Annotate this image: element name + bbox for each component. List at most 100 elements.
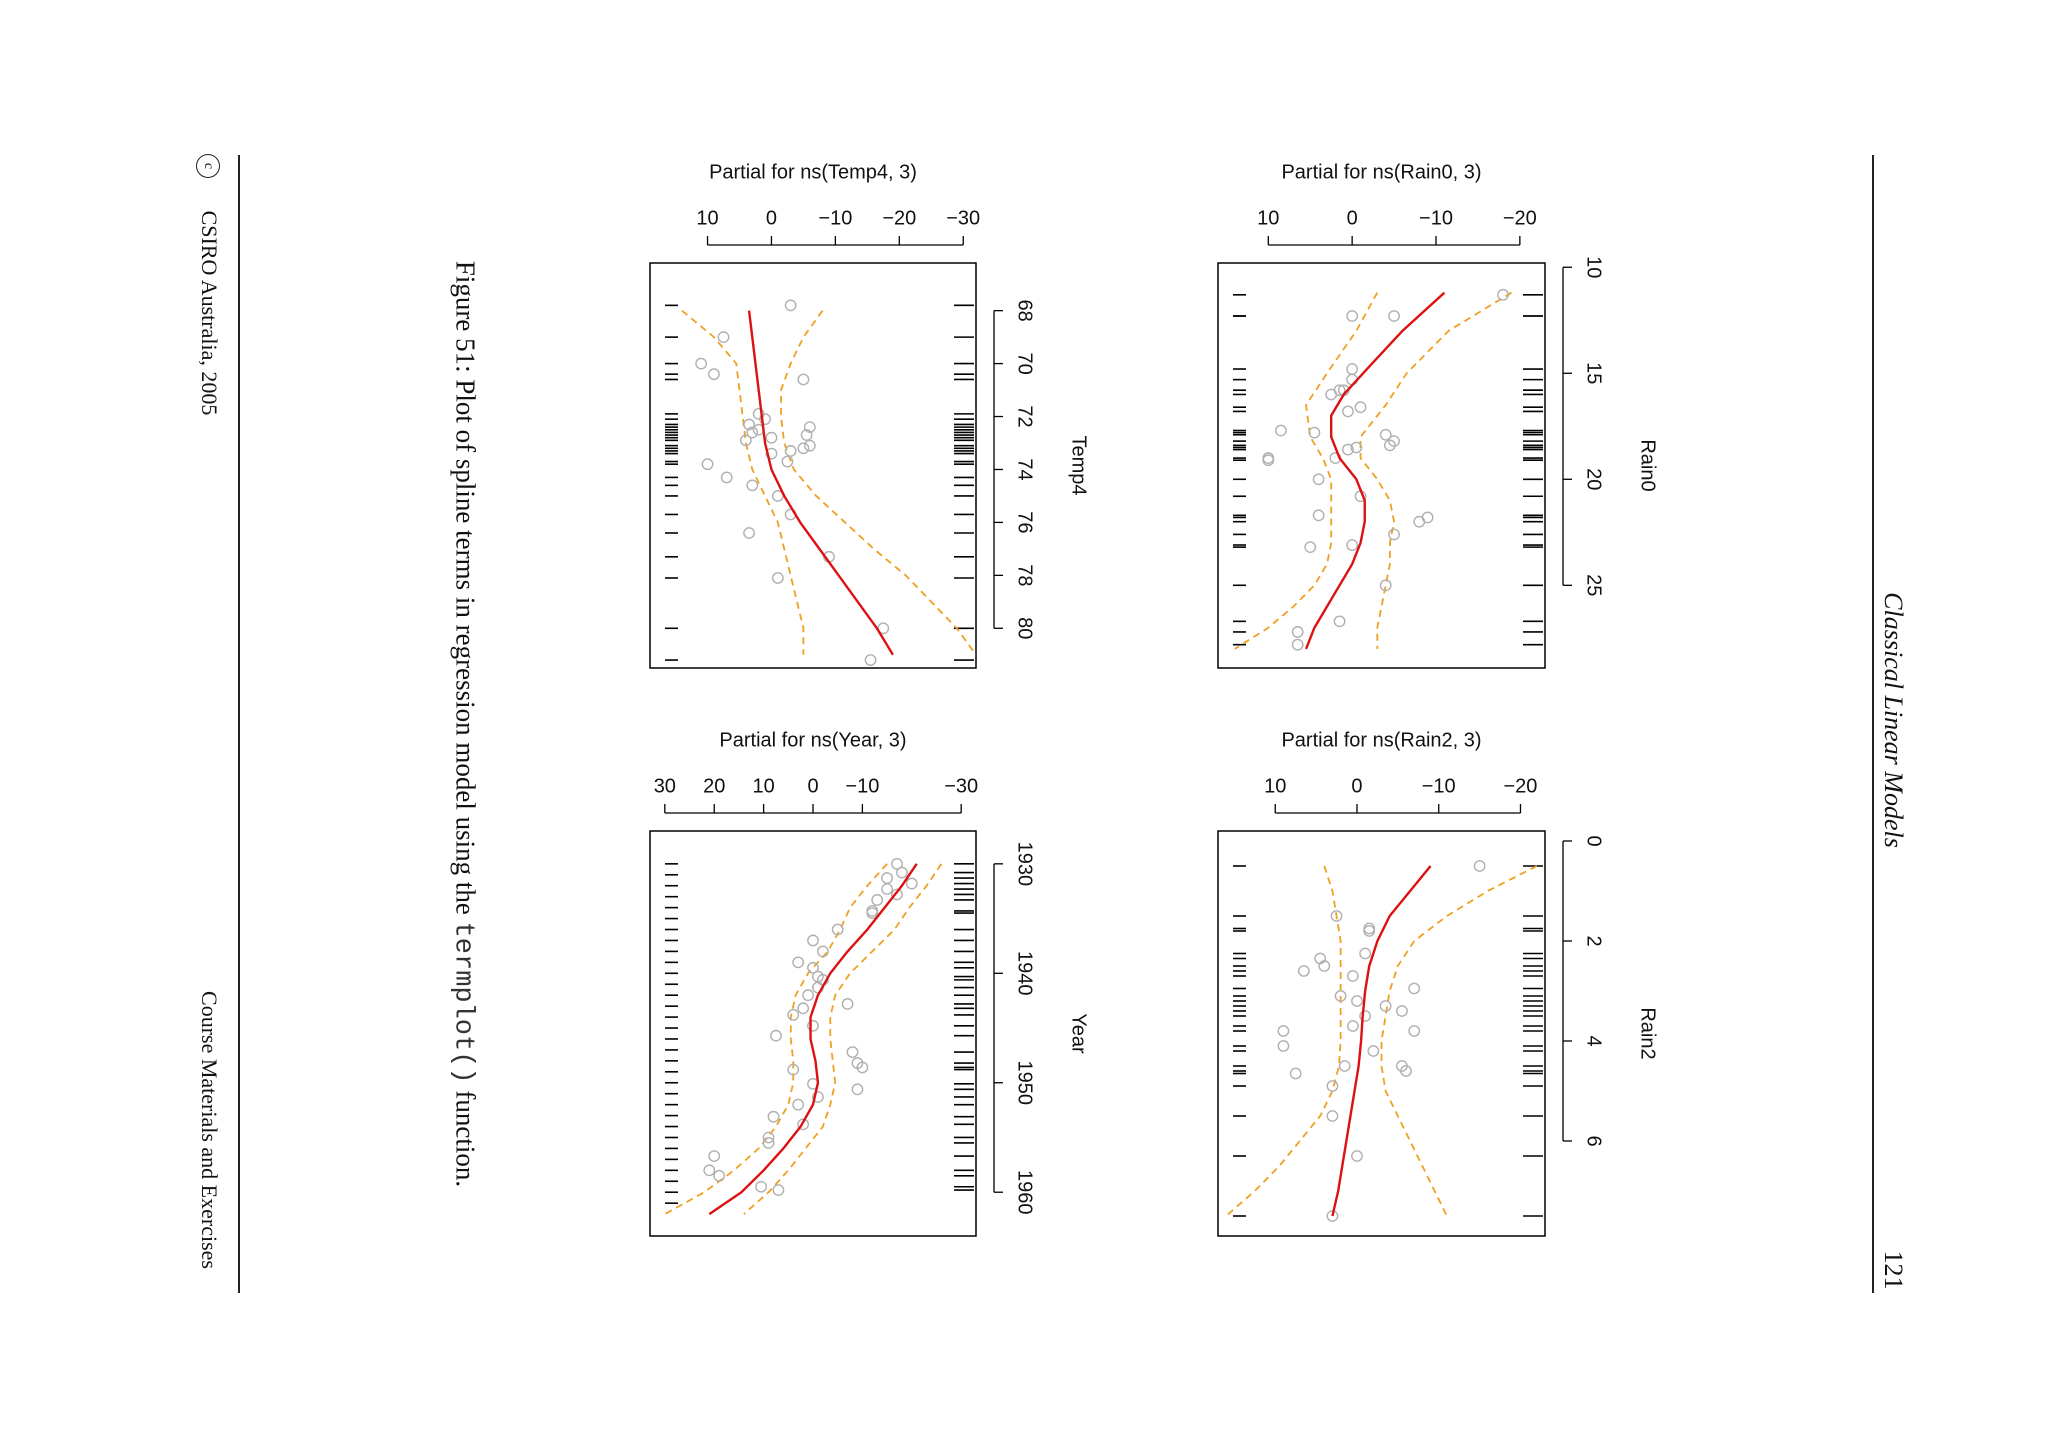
year-residual-point [755, 1180, 768, 1193]
rain0-residual-point [1346, 310, 1359, 322]
rain2-x-axis-label: Rain2 [1637, 1007, 1659, 1059]
year-residual-point [797, 1118, 810, 1131]
rain2-residual-point [1359, 947, 1372, 960]
rain2-lower-band [1380, 865, 1538, 1217]
temp4-residual-point [701, 458, 714, 471]
rain0-residual-point [1379, 579, 1392, 592]
temp4-residual-point [771, 572, 784, 584]
year-residual-point [866, 907, 879, 919]
year-residual-point [891, 888, 903, 901]
year-residual-point [792, 956, 805, 969]
rain0-residual-point [1304, 541, 1317, 554]
rain0-residual-point [1325, 388, 1338, 401]
rain2-residual-point [1379, 1000, 1392, 1012]
temp4-residual-point [695, 357, 708, 370]
rain2-residual-point [1346, 1020, 1359, 1032]
temp4-residual-point [759, 413, 771, 426]
rain0-x-tick-label: 10 [1583, 256, 1605, 278]
rain2-residual-point [1400, 1065, 1412, 1077]
year-y-tick-label: −10 [845, 775, 879, 797]
rain0-x-axis-label: Rain0 [1637, 439, 1659, 491]
year-x-tick-label: 1940 [1014, 951, 1036, 996]
rain0-residual-point [1291, 626, 1304, 638]
temp4-residual-point [803, 439, 816, 452]
rain0-residual-point [1291, 638, 1304, 651]
rain2-x-tick-label: 0 [1583, 835, 1605, 846]
header-rule [1872, 155, 1874, 1293]
year-residual-point [841, 998, 854, 1010]
temp4-y-tick-label: 0 [766, 207, 777, 229]
rain2-residual-point [1408, 982, 1421, 995]
year-residual-point [807, 1019, 819, 1032]
year-x-axis-label: Year [1068, 1013, 1090, 1054]
rain0-residual-point [1379, 428, 1392, 441]
temp4-residual-point [743, 418, 755, 431]
year-residual-point [703, 1164, 716, 1177]
year-y-tick-label: 30 [654, 775, 676, 797]
rain0-residual-point [1354, 401, 1367, 414]
temp4-x-tick-label: 70 [1014, 352, 1036, 374]
rain0-x-tick-label: 25 [1583, 574, 1605, 596]
temp4-residual-point [864, 654, 877, 666]
rain2-residual-point [1334, 990, 1347, 1002]
year-residual-point [812, 1091, 824, 1103]
year-y-axis-label: Partial for ns(Year, 3) [719, 729, 906, 751]
rain2-y-tick-label: −20 [1504, 775, 1538, 797]
rain0-y-tick-label: −10 [1419, 207, 1453, 229]
temp4-residual-point [784, 299, 797, 312]
temp4-residual-point [797, 373, 810, 386]
rain2-residual-point [1318, 960, 1331, 972]
temp4-residual-point [781, 455, 794, 468]
rain2-residual-point [1277, 1040, 1290, 1052]
rain0-residual-point [1497, 288, 1509, 301]
rain2-residual-point [1367, 1045, 1380, 1057]
temp4-x-tick-label: 80 [1014, 617, 1036, 639]
year-residual-point [831, 923, 844, 936]
rain0-upper-band [1234, 292, 1379, 650]
year-residual-point [797, 1002, 810, 1015]
year-upper-band [664, 863, 888, 1215]
year-residual-point [891, 857, 903, 870]
rain0-residual-point [1342, 405, 1354, 418]
rain2-residual-point [1277, 1025, 1290, 1037]
year-residual-point [905, 877, 918, 890]
temp4-x-tick-label: 74 [1014, 458, 1036, 480]
rain2-fitted-spline [1331, 865, 1432, 1217]
year-residual-point [787, 1008, 800, 1021]
temp4-residual-point [743, 527, 755, 539]
temp4-residual-point [739, 434, 752, 447]
temp4-residual-point [717, 331, 730, 344]
rain0-plot-frame [1217, 262, 1546, 669]
rain2-residual-point [1289, 1067, 1302, 1080]
year-fitted-spline [708, 863, 918, 1216]
temp4-fitted-spline [747, 310, 894, 656]
rain0-residual-point [1413, 515, 1426, 528]
year-plot-frame [649, 830, 977, 1237]
year-residual-point [708, 1150, 721, 1162]
rain0-residual-point [1274, 424, 1287, 437]
temp4-x-tick-label: 68 [1014, 300, 1036, 322]
temp4-residual-point [765, 447, 778, 460]
temp4-residual-point [746, 426, 759, 439]
year-y-tick-label: 10 [752, 775, 774, 797]
temp4-x-tick-label: 76 [1014, 511, 1036, 533]
temp4-residual-point [765, 431, 778, 444]
temp4-y-tick-label: −10 [818, 207, 852, 229]
rain0-fitted-spline [1304, 291, 1446, 650]
year-residual-point [802, 989, 814, 1002]
rain0-y-tick-label: 10 [1257, 207, 1279, 229]
temp4-y-tick-label: −30 [946, 207, 980, 229]
rain0-residual-point [1308, 426, 1321, 439]
rain2-residual-point [1326, 1110, 1339, 1122]
rain2-residual-point [1363, 925, 1376, 937]
rain0-y-tick-label: −20 [1503, 207, 1537, 229]
year-residual-point [881, 883, 893, 895]
rain0-residual-point [1388, 310, 1400, 322]
rain0-y-axis-label: Partial for ns(Rain0, 3) [1281, 161, 1481, 183]
temp4-y-axis-label: Partial for ns(Temp4, 3) [709, 161, 917, 183]
rain0-residual-point [1388, 435, 1400, 448]
temp4-lower-band [780, 310, 977, 656]
